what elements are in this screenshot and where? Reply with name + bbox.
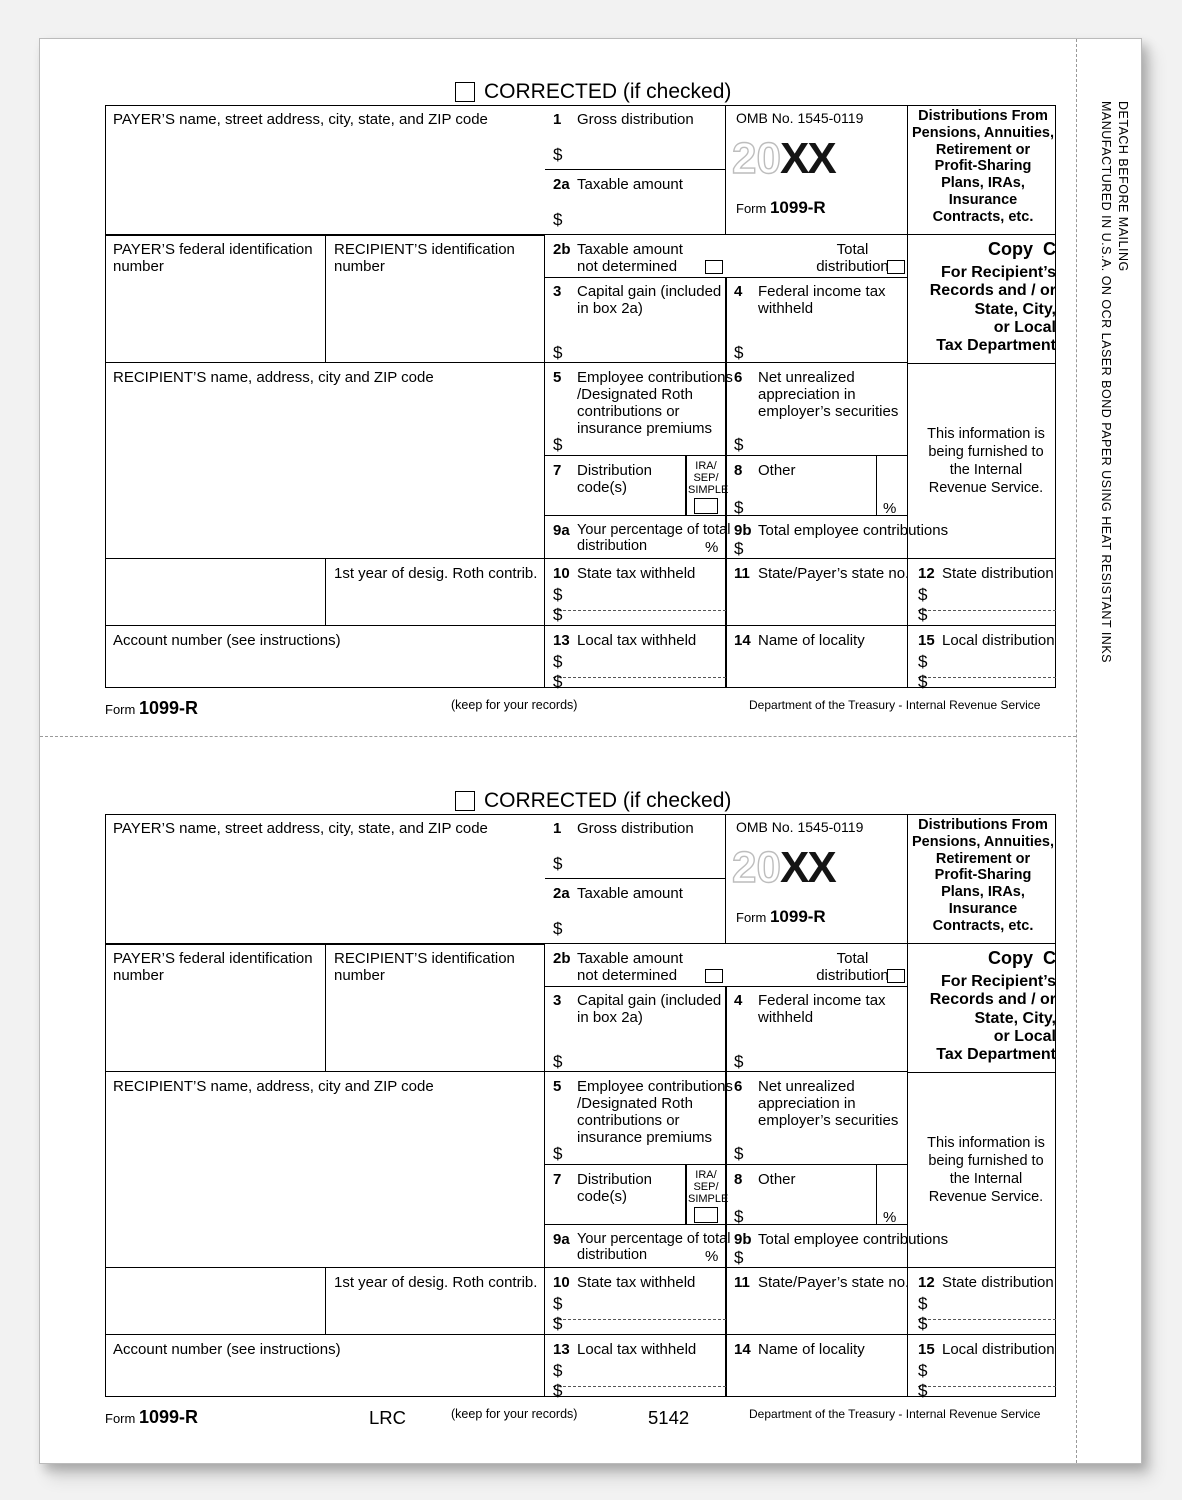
svg-text:20: 20 bbox=[732, 843, 781, 892]
svg-text:20: 20 bbox=[732, 134, 781, 183]
svg-text:XX: XX bbox=[780, 134, 836, 183]
svg-text:XX: XX bbox=[780, 843, 836, 892]
